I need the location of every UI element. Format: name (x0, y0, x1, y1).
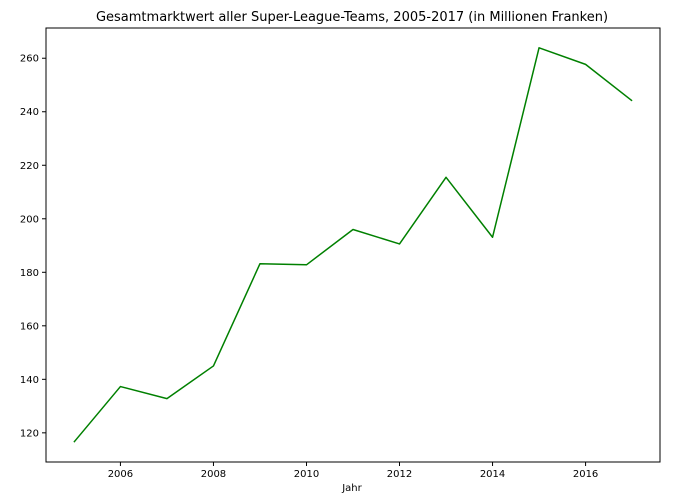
series-line (73, 47, 633, 443)
x-tick-label: 2006 (108, 469, 133, 480)
y-tick-label: 220 (20, 161, 39, 172)
x-tick-label: 2014 (480, 469, 505, 480)
y-tick-label: 120 (20, 428, 39, 439)
y-tick-label: 160 (20, 321, 39, 332)
y-tick-label: 240 (20, 107, 39, 118)
x-tick-label: 2016 (573, 469, 598, 480)
x-tick-label: 2010 (294, 469, 319, 480)
y-tick-label: 180 (20, 268, 39, 279)
plot-frame (45, 27, 661, 463)
plot-area: 2006 2008 2010 2012 2014 2016 120 140 160 180 200 2… (20, 47, 633, 480)
y-tick-label: 140 (20, 375, 39, 386)
x-tick-label: 2012 (387, 469, 412, 480)
x-tick-label: 2008 (201, 469, 226, 480)
chart-title: Gesamtmarktwert aller Super-League-Teams… (96, 10, 608, 25)
y-tick-label: 260 (20, 54, 39, 65)
x-axis-label: Jahr (341, 483, 362, 494)
y-tick-label: 200 (20, 214, 39, 225)
